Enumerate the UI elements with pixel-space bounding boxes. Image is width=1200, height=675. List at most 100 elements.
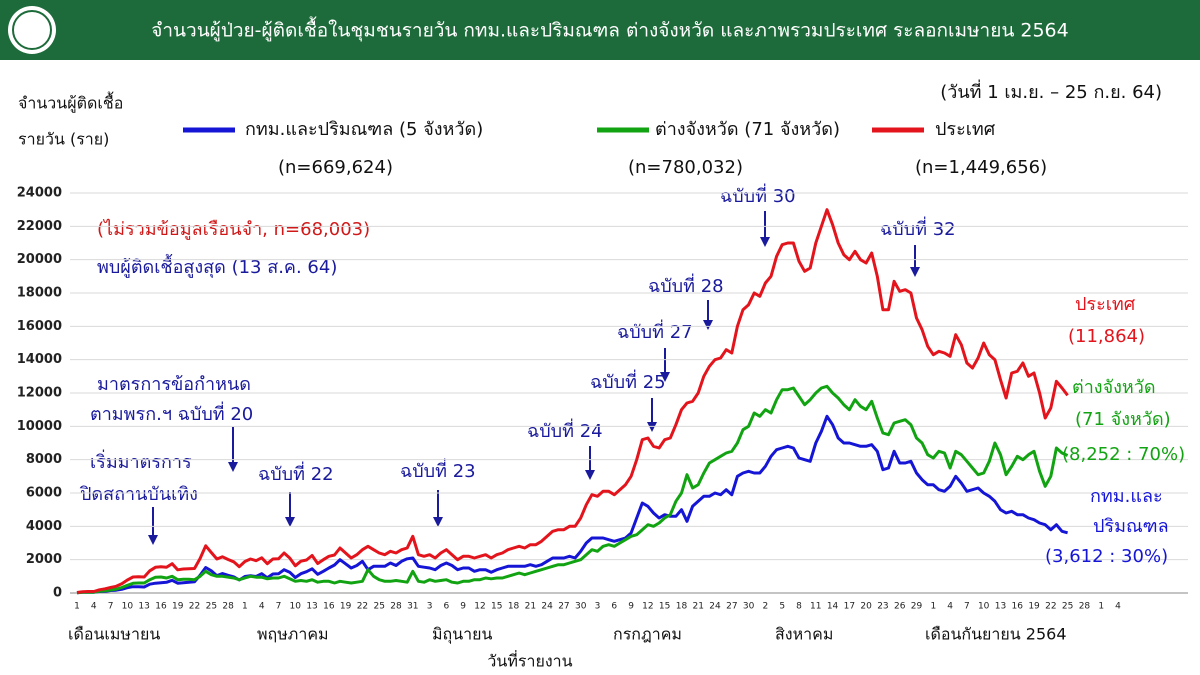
x-tick-label: 2 xyxy=(763,602,769,612)
chart-title: จำนวนผู้ป่วย-ผู้ติดเชื้อในชุมชนรายวัน กท… xyxy=(151,17,1069,43)
end-label: (11,864) xyxy=(1068,326,1145,347)
y-tick-label: 8000 xyxy=(26,452,62,467)
header-bar xyxy=(0,0,1200,60)
x-tick-label: 9 xyxy=(628,602,634,612)
y-tick-label: 6000 xyxy=(26,486,62,501)
x-tick-label: 29 xyxy=(911,602,923,612)
x-tick-label: 28 xyxy=(390,602,402,612)
annotation: ฉบับที่ 27 xyxy=(617,319,693,343)
x-tick-label: 19 xyxy=(340,602,352,612)
y-tick-label: 10000 xyxy=(17,419,62,434)
month-label: สิงหาคม xyxy=(775,625,833,644)
end-label: (71 จังหวัด) xyxy=(1075,409,1171,430)
annotation: ฉบับที่ 25 xyxy=(590,369,666,393)
x-tick-label: 4 xyxy=(1115,602,1121,612)
x-tick-label: 7 xyxy=(964,602,970,612)
x-tick-label: 16 xyxy=(1012,602,1024,612)
end-label: กทม.และ xyxy=(1090,486,1163,507)
x-tick-label: 10 xyxy=(122,602,134,612)
x-tick-label: 25 xyxy=(206,602,217,612)
logo-ring xyxy=(12,10,52,50)
x-tick-label: 27 xyxy=(726,602,737,612)
x-tick-label: 1 xyxy=(242,602,248,612)
x-tick-label: 24 xyxy=(709,602,721,612)
legend-count: (n=780,032) xyxy=(628,157,743,178)
x-tick-label: 14 xyxy=(827,602,839,612)
y-axis-label: จำนวนผู้ติดเชื้อ xyxy=(18,92,123,114)
x-tick-label: 1 xyxy=(74,602,80,612)
x-tick-label: 13 xyxy=(306,602,317,612)
x-tick-label: 21 xyxy=(525,602,536,612)
x-tick-label: 30 xyxy=(743,602,755,612)
y-tick-label: 16000 xyxy=(17,319,62,334)
series-line xyxy=(76,384,1069,595)
legend-label: ต่างจังหวัด (71 จังหวัด) xyxy=(655,119,840,140)
x-tick-label: 25 xyxy=(1062,602,1073,612)
x-tick-label: 18 xyxy=(508,602,520,612)
y-tick-label: 12000 xyxy=(17,386,62,401)
y-axis-label: รายวัน (ราย) xyxy=(18,130,109,149)
y-tick-label: 18000 xyxy=(17,286,62,301)
end-label: ต่างจังหวัด xyxy=(1072,377,1156,398)
end-label: ประเทศ xyxy=(1075,294,1136,315)
x-tick-label: 6 xyxy=(444,602,450,612)
annotation: ปิดสถานบันเทิง xyxy=(80,484,198,505)
x-tick-label: 15 xyxy=(659,602,670,612)
x-tick-label: 22 xyxy=(189,602,200,612)
y-tick-label: 4000 xyxy=(26,519,62,534)
annotation: ฉบับที่ 24 xyxy=(527,418,603,442)
legend-label: ประเทศ xyxy=(935,119,996,140)
x-tick-label: 22 xyxy=(357,602,368,612)
annotation: ฉบับที่ 22 xyxy=(258,461,334,485)
x-tick-label: 28 xyxy=(1079,602,1091,612)
x-tick-label: 21 xyxy=(693,602,704,612)
x-tick-label: 10 xyxy=(978,602,990,612)
end-label: ปริมณฑล xyxy=(1093,516,1169,537)
month-label: กรกฎาคม xyxy=(613,625,682,644)
x-tick-label: 19 xyxy=(172,602,184,612)
y-tick-label: 22000 xyxy=(17,219,62,234)
y-tick-label: 0 xyxy=(53,586,62,601)
y-tick-label: 2000 xyxy=(26,552,62,567)
annotation: ฉบับที่ 32 xyxy=(880,216,956,240)
x-tick-label: 23 xyxy=(877,602,888,612)
x-tick-label: 10 xyxy=(290,602,302,612)
x-tick-label: 1 xyxy=(930,602,936,612)
month-label: มิถุนายน xyxy=(432,625,493,645)
x-tick-label: 15 xyxy=(491,602,502,612)
legend-label: กทม.และปริมณฑล (5 จังหวัด) xyxy=(245,119,483,140)
x-tick-label: 12 xyxy=(474,602,485,612)
subtitle: (วันที่ 1 เม.ย. – 25 ก.ย. 64) xyxy=(940,79,1162,103)
legend-count: (n=1,449,656) xyxy=(915,157,1047,178)
month-label: เดือนเมษายน xyxy=(68,625,160,644)
x-tick-label: 17 xyxy=(844,602,855,612)
x-tick-label: 18 xyxy=(676,602,688,612)
x-tick-label: 19 xyxy=(1028,602,1040,612)
y-tick-label: 24000 xyxy=(17,186,62,201)
logo xyxy=(8,6,56,54)
x-tick-label: 9 xyxy=(460,602,466,612)
annotation: ตามพรก.ฯ ฉบับที่ 20 xyxy=(90,401,253,425)
x-tick-label: 24 xyxy=(541,602,553,612)
annotation: มาตรการข้อกำหนด xyxy=(97,374,251,395)
x-tick-label: 13 xyxy=(138,602,149,612)
x-tick-label: 7 xyxy=(276,602,282,612)
end-label: (3,612 : 30%) xyxy=(1045,546,1168,567)
x-tick-label: 22 xyxy=(1045,602,1056,612)
x-tick-label: 8 xyxy=(796,602,802,612)
x-tick-label: 5 xyxy=(779,602,785,612)
x-tick-label: 25 xyxy=(373,602,384,612)
x-tick-label: 3 xyxy=(595,602,601,612)
x-tick-label: 20 xyxy=(860,602,872,612)
x-tick-label: 4 xyxy=(259,602,265,612)
x-tick-label: 31 xyxy=(407,602,418,612)
end-label: (8,252 : 70%) xyxy=(1062,444,1185,465)
series-line xyxy=(76,414,1068,595)
month-label: พฤษภาคม xyxy=(257,625,329,644)
series-line xyxy=(76,208,1069,594)
annotation: ฉบับที่ 23 xyxy=(400,458,476,482)
x-tick-label: 16 xyxy=(323,602,335,612)
month-label: เดือนกันยายน 2564 xyxy=(925,625,1067,644)
x-tick-label: 28 xyxy=(222,602,234,612)
